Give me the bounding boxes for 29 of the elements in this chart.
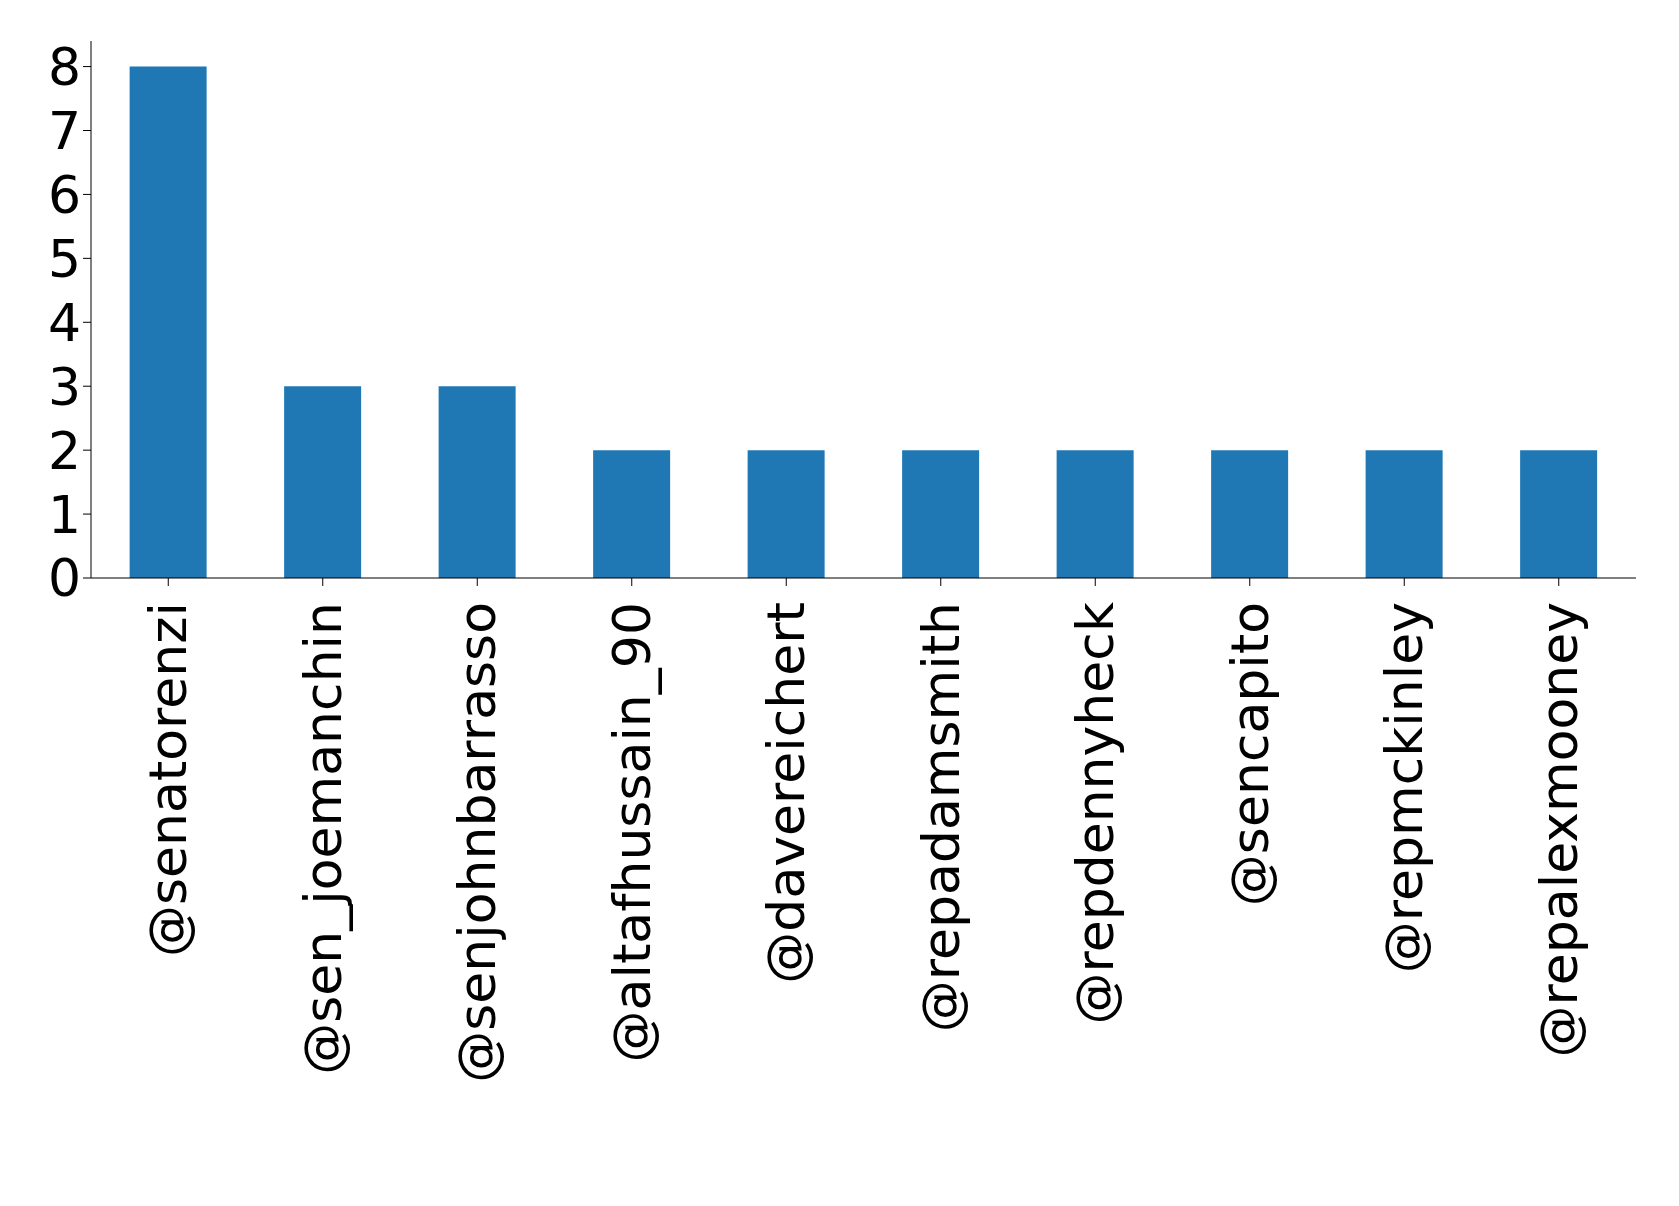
y-tick-label: 0: [47, 548, 81, 609]
x-tick-label: @sen_joemanchin: [292, 602, 353, 1075]
y-tick-label: 3: [47, 356, 81, 417]
x-tick-label: @repadamsmith: [910, 602, 971, 1033]
bar: [1211, 450, 1289, 578]
x-tick-label: @repalexmooney: [1528, 602, 1589, 1058]
y-tick-label: 1: [47, 484, 81, 545]
bar: [1056, 450, 1134, 578]
y-tick-label: 4: [47, 292, 81, 353]
y-tick-label: 2: [47, 420, 81, 481]
y-tick-label: 6: [47, 164, 81, 225]
bar: [438, 386, 516, 578]
y-tick-label: 7: [47, 100, 81, 161]
bar: [284, 386, 362, 578]
x-tick-label: @repdennyheck: [1065, 602, 1126, 1025]
y-tick-label: 8: [47, 37, 81, 98]
x-tick-label: @altafhussain_90: [601, 602, 662, 1063]
x-tick-label: @repmckinley: [1374, 602, 1435, 974]
bar: [129, 66, 207, 578]
x-tick-label: @davereichert: [756, 602, 817, 984]
bar: [1520, 450, 1598, 578]
y-tick-label: 5: [47, 228, 81, 289]
x-tick-label: @sencapito: [1219, 602, 1280, 907]
bar: [902, 450, 980, 578]
x-tick-label: @senjohnbarrasso: [447, 602, 508, 1083]
x-tick-label: @senatorenzi: [138, 602, 199, 958]
bar: [593, 450, 671, 578]
bar: [1365, 450, 1443, 578]
bar: [747, 450, 825, 578]
